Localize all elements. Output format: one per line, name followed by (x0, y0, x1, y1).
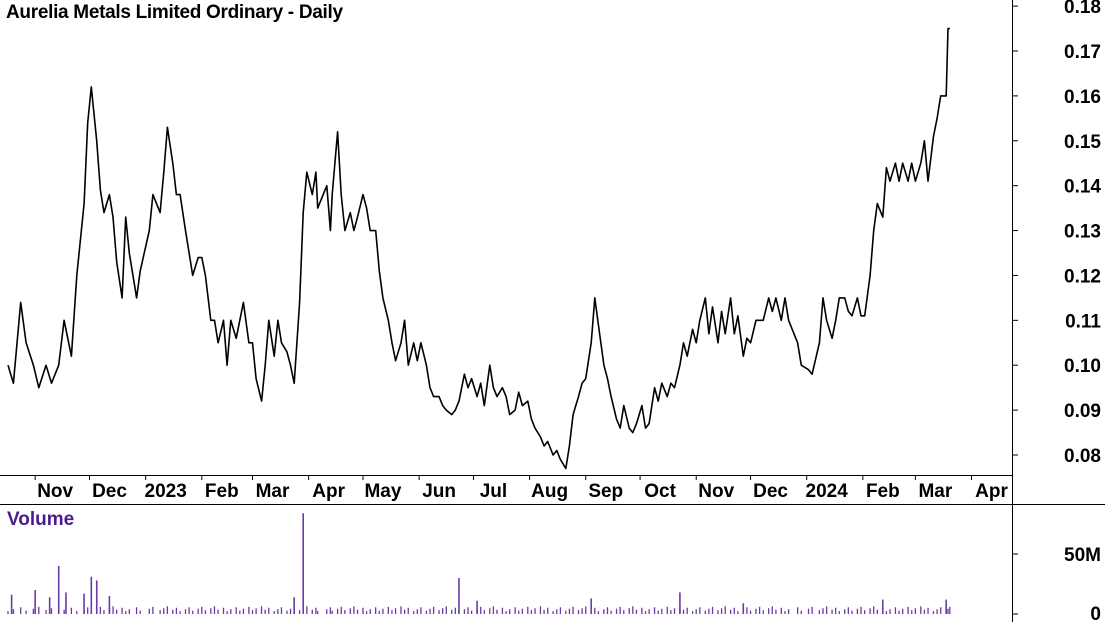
x-tick-label: Mar (256, 481, 290, 502)
y-tick-label: 0.08 (1064, 446, 1101, 467)
y-tick-label: 0.13 (1064, 222, 1101, 243)
x-tick-label: 2024 (806, 481, 849, 502)
x-tick-label: Jul (480, 481, 507, 502)
x-tick-label: Apr (312, 481, 345, 502)
x-tick-label: Dec (753, 481, 788, 502)
vol-y-tick-label: 0 (1090, 604, 1101, 622)
y-tick-label: 0.09 (1064, 401, 1101, 422)
x-tick-label: Sep (588, 481, 623, 502)
price-series (7, 27, 950, 470)
x-tick-label: 2023 (145, 481, 187, 502)
vol-y-tick-label: 50M (1064, 545, 1101, 566)
x-tick-label: Mar (918, 481, 952, 502)
y-tick-label: 0.18 (1064, 0, 1101, 18)
x-tick-label: Nov (698, 481, 734, 502)
price-line (7, 27, 950, 470)
y-tick-label: 0.10 (1064, 356, 1101, 377)
x-tick-label: Apr (975, 481, 1008, 502)
y-tick-label: 0.12 (1064, 266, 1101, 287)
x-tick-label: Feb (866, 481, 900, 502)
x-tick-label: Feb (205, 481, 239, 502)
x-tick-label: Oct (644, 481, 676, 502)
x-tick-label: Dec (92, 481, 127, 502)
volume-label: Volume (7, 509, 75, 530)
y-tick-label: 0.14 (1064, 177, 1101, 198)
x-tick-label: Aug (531, 481, 568, 502)
y-tick-label: 0.17 (1064, 42, 1101, 63)
y-tick-label: 0.15 (1064, 132, 1101, 153)
y-tick-label: 0.11 (1065, 311, 1101, 332)
x-tick-label: Nov (37, 481, 73, 502)
x-tick-label: Jun (422, 481, 456, 502)
chart-title: Aurelia Metals Limited Ordinary - Daily (6, 2, 343, 23)
volume-series (7, 513, 951, 614)
y-tick-label: 0.16 (1064, 87, 1101, 108)
x-tick-label: May (364, 481, 401, 502)
